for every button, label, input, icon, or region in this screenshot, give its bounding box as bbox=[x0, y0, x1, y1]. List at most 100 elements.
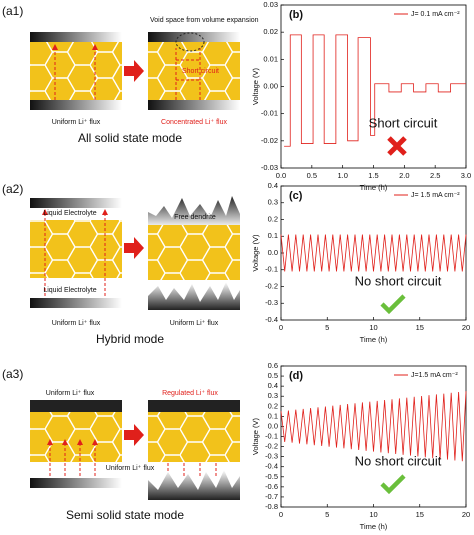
check-icon bbox=[380, 294, 406, 315]
y-tick-label: 0.6 bbox=[268, 361, 278, 370]
y-tick-label: -0.1 bbox=[265, 431, 278, 440]
note: Uniform Li⁺ flux bbox=[170, 320, 219, 327]
x-tick-label: 0 bbox=[279, 510, 283, 519]
y-tick-label: 0.01 bbox=[263, 54, 278, 63]
dendrite-electrode bbox=[148, 282, 240, 310]
note: Liquid Electrolyte bbox=[43, 287, 96, 294]
y-axis-label: Voltage (V) bbox=[251, 417, 260, 455]
y-tick-label: 0.0 bbox=[268, 248, 278, 257]
legend-label: J= 1.5 mA cm⁻² bbox=[411, 192, 460, 199]
x-tick-label: 15 bbox=[416, 323, 424, 332]
void bbox=[175, 32, 205, 52]
note: Uniform Li⁺ flux bbox=[52, 320, 101, 327]
annotation: No short circuit bbox=[355, 273, 442, 288]
grains bbox=[148, 42, 240, 100]
y-tick-label: 0.4 bbox=[268, 181, 278, 190]
y-tick-label: -0.01 bbox=[261, 109, 278, 118]
grains bbox=[30, 42, 122, 100]
grains bbox=[30, 412, 122, 462]
chart: -0.4 -0.3 -0.2 -0.1 0.0 0.1 0.2 0.3 0.4 0 5 10 15 20 T… bbox=[251, 181, 470, 344]
chart: -0.8-0.7-0.6-0.5-0.4-0.3-0.2-0.10.00.10.… bbox=[251, 361, 470, 531]
arrow bbox=[124, 424, 144, 446]
x-axis-label: Time (h) bbox=[360, 522, 388, 531]
x-tick-label: 5 bbox=[325, 510, 329, 519]
x-tick-label: 5 bbox=[325, 323, 329, 332]
y-tick-label: 0.2 bbox=[268, 401, 278, 410]
x-axis-label: Time (h) bbox=[360, 335, 388, 344]
panel-a1: (a1) Void space from volume expansion Sh… bbox=[2, 4, 259, 145]
note: Uniform Li⁺ flux bbox=[52, 119, 101, 126]
x-tick-label: 0.0 bbox=[276, 171, 286, 180]
plot-frame bbox=[280, 365, 467, 508]
electrode bbox=[148, 400, 240, 412]
electrode bbox=[30, 198, 122, 208]
y-tick-label: 0.3 bbox=[268, 198, 278, 207]
note: Liquid Electrolyte bbox=[43, 210, 96, 217]
panel-a3: (a3) Uniform Li⁺ flux Regulated Li⁺ flux… bbox=[2, 367, 240, 522]
grains bbox=[30, 220, 122, 278]
arrow bbox=[124, 237, 144, 259]
y-tick-label: 0.0 bbox=[268, 421, 278, 430]
y-tick-label: -0.2 bbox=[265, 442, 278, 451]
dendrite-electrode bbox=[148, 196, 240, 228]
y-tick-label: -0.6 bbox=[265, 482, 278, 491]
y-axis-label: Voltage (V) bbox=[251, 67, 260, 105]
short-path bbox=[175, 48, 201, 100]
chart: -0.03 -0.02 -0.01 0.00 0.01 0.02 0.03 0.0 0.5 1.0… bbox=[251, 0, 471, 192]
x-tick-label: 15 bbox=[416, 510, 424, 519]
y-tick-label: 0.2 bbox=[268, 214, 278, 223]
y-axis-label: Voltage (V) bbox=[251, 234, 260, 272]
annotation: No short circuit bbox=[355, 453, 442, 468]
electrode bbox=[30, 478, 122, 488]
x-tick-label: 1.5 bbox=[368, 171, 378, 180]
annotation: Short circuit bbox=[369, 115, 438, 130]
note: Short circuit bbox=[182, 68, 219, 75]
caption: Hybrid mode bbox=[96, 332, 164, 346]
grains bbox=[148, 225, 240, 280]
x-axis-label: Time (h) bbox=[360, 183, 388, 192]
electrode bbox=[30, 298, 122, 308]
y-tick-label: 0.00 bbox=[263, 81, 278, 90]
cross-icon bbox=[387, 136, 407, 156]
y-tick-label: 0.3 bbox=[268, 391, 278, 400]
x-tick-label: 3.0 bbox=[461, 171, 471, 180]
arrow bbox=[124, 60, 144, 82]
y-tick-label: -0.3 bbox=[265, 452, 278, 461]
y-tick-label: 0.02 bbox=[263, 27, 278, 36]
panel-label: (c) bbox=[289, 190, 303, 202]
electrode bbox=[30, 400, 122, 412]
y-tick-label: -0.4 bbox=[265, 462, 278, 471]
y-tick-label: -0.5 bbox=[265, 472, 278, 481]
x-tick-label: 0.5 bbox=[307, 171, 317, 180]
dendrite-electrode bbox=[148, 470, 240, 500]
y-tick-label: 0.1 bbox=[268, 411, 278, 420]
grains bbox=[148, 412, 240, 462]
y-tick-label: 0.1 bbox=[268, 231, 278, 240]
note: Uniform Li⁺ flux bbox=[46, 390, 95, 397]
electrode bbox=[148, 32, 240, 42]
electrode bbox=[148, 100, 240, 110]
x-tick-label: 10 bbox=[369, 323, 377, 332]
y-tick-label: -0.2 bbox=[265, 281, 278, 290]
x-tick-label: 2.0 bbox=[399, 171, 409, 180]
y-tick-label: -0.02 bbox=[261, 136, 278, 145]
note: Free dendrite bbox=[174, 214, 216, 221]
series-line bbox=[280, 234, 467, 272]
series-line bbox=[284, 34, 466, 147]
note: Concentrated Li⁺ flux bbox=[161, 119, 227, 126]
x-tick-label: 20 bbox=[462, 510, 470, 519]
x-tick-label: 0 bbox=[279, 323, 283, 332]
y-tick-label: -0.03 bbox=[261, 163, 278, 172]
panel-label: (a1) bbox=[2, 4, 23, 18]
panel-a2: (a2) Liquid Electrolyte Free dendrite Li… bbox=[2, 182, 240, 346]
x-tick-label: 1.0 bbox=[337, 171, 347, 180]
y-tick-label: 0.5 bbox=[268, 371, 278, 380]
panel-label: (a2) bbox=[2, 182, 23, 196]
y-tick-label: -0.8 bbox=[265, 502, 278, 511]
x-tick-label: 10 bbox=[369, 510, 377, 519]
note: Void space from volume expansion bbox=[150, 17, 259, 24]
y-tick-label: 0.03 bbox=[263, 0, 278, 9]
series-line bbox=[280, 391, 467, 462]
x-tick-label: 2.5 bbox=[430, 171, 440, 180]
